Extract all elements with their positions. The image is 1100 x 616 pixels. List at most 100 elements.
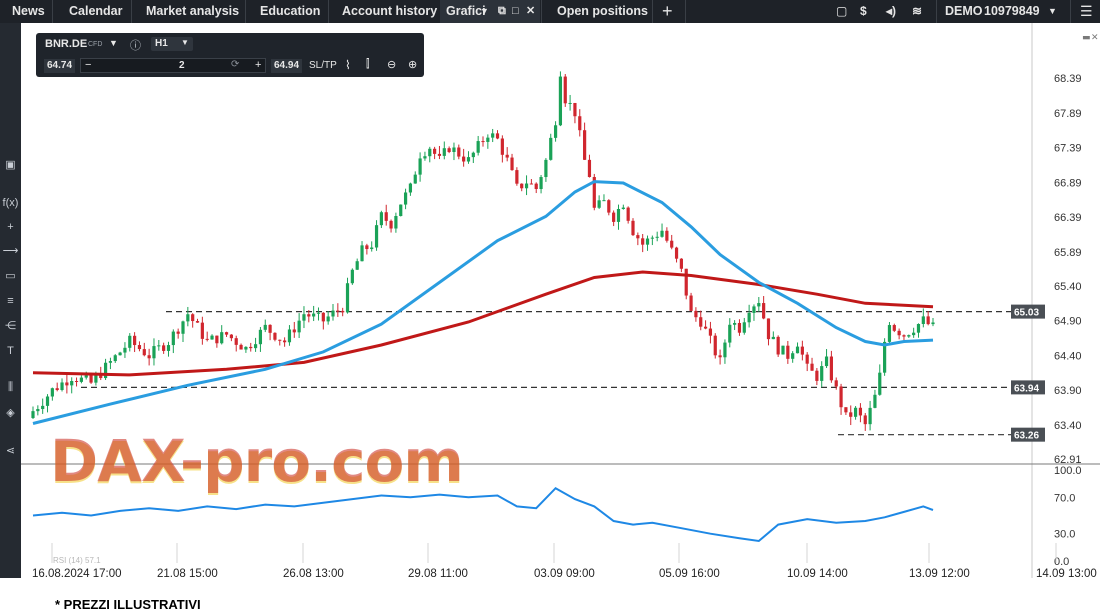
nav-divider bbox=[936, 0, 937, 23]
function-icon[interactable]: f(x) bbox=[2, 197, 19, 209]
candle-down bbox=[612, 212, 616, 222]
price-chart[interactable]: ▬ ✕ 65.03 63.94 63.26 68.39 67.89 67.39 66.89… bbox=[21, 23, 1100, 578]
close-icon[interactable]: ✕ bbox=[526, 5, 536, 17]
candle-up bbox=[887, 325, 892, 342]
candle-down bbox=[926, 316, 930, 325]
candle-down bbox=[433, 148, 437, 154]
zoom-out-icon[interactable]: ⊖ bbox=[387, 59, 397, 71]
candle-down bbox=[665, 230, 669, 241]
sell-price-button[interactable]: 64.74 bbox=[44, 59, 75, 73]
candle-down bbox=[500, 138, 504, 155]
candle-down bbox=[670, 240, 674, 248]
candle-down bbox=[607, 200, 611, 213]
candle-up bbox=[186, 314, 190, 322]
panel-icon[interactable]: ▣ bbox=[5, 159, 16, 171]
candle-down bbox=[224, 332, 229, 335]
line-tool-icon[interactable]: ⟶ bbox=[2, 245, 19, 257]
layers-icon[interactable]: ◈ bbox=[6, 407, 15, 419]
candle-down bbox=[863, 415, 867, 425]
increase-quantity-icon[interactable]: + bbox=[255, 59, 262, 71]
time-axis-tick: 03.09 09:00 bbox=[534, 568, 595, 578]
collapse-icon[interactable]: ▬ bbox=[1082, 33, 1091, 43]
timeframe-select[interactable]: H1 ▼ bbox=[151, 37, 193, 51]
ema-fast-line bbox=[32, 180, 934, 425]
close-panel-icon[interactable]: ✕ bbox=[1091, 33, 1099, 43]
nav-market-analysis[interactable]: Market analysis bbox=[146, 4, 240, 18]
decrease-quantity-icon[interactable]: − bbox=[85, 59, 92, 71]
candle-down bbox=[703, 326, 708, 329]
candle-up bbox=[45, 396, 50, 406]
detach-window-icon[interactable]: ⧉ bbox=[498, 5, 506, 17]
crosshair-icon[interactable]: + bbox=[7, 221, 14, 233]
candle-up bbox=[602, 200, 606, 202]
currency-icon[interactable]: $ bbox=[860, 4, 867, 18]
candle-down bbox=[892, 325, 896, 331]
candle-up bbox=[360, 245, 364, 262]
candle-down bbox=[510, 157, 514, 171]
candle-down bbox=[462, 156, 466, 162]
candle-down bbox=[713, 335, 717, 356]
candle-down bbox=[583, 130, 587, 160]
candle-up bbox=[258, 329, 263, 345]
candle-up bbox=[655, 236, 659, 238]
rsi-axis-tick: 0.0 bbox=[1054, 556, 1069, 568]
chevron-down-icon[interactable]: ▼ bbox=[480, 6, 489, 16]
candle-up bbox=[84, 375, 88, 378]
account-mode[interactable]: DEMO bbox=[945, 4, 983, 18]
quantity-value[interactable]: 2 bbox=[179, 60, 185, 71]
candle-up bbox=[921, 316, 925, 324]
info-icon[interactable]: ⓘ bbox=[130, 40, 141, 52]
candle-down bbox=[239, 344, 243, 350]
candle-up bbox=[108, 361, 113, 363]
price-axis-tick: 67.89 bbox=[1054, 108, 1082, 120]
candle-up bbox=[912, 332, 916, 336]
menu-icon[interactable]: ☰ bbox=[1080, 3, 1093, 19]
candle-down bbox=[762, 303, 766, 319]
candle-up bbox=[60, 382, 64, 391]
indicators-icon[interactable]: ⫼ bbox=[7, 381, 14, 393]
nav-divider bbox=[328, 0, 329, 23]
pitchfork-tool-icon[interactable]: ⋲ bbox=[5, 320, 16, 332]
maximize-icon[interactable]: □ bbox=[512, 5, 519, 17]
sltp-button[interactable]: SL/TP bbox=[309, 60, 337, 71]
nav-account-history[interactable]: Account history bbox=[342, 4, 438, 18]
volume-icon[interactable]: ◂) bbox=[886, 4, 897, 18]
nav-open-positions[interactable]: Open positions bbox=[557, 4, 648, 18]
buy-price-button[interactable]: 64.94 bbox=[271, 59, 302, 73]
candle-up bbox=[166, 345, 171, 351]
candle-down bbox=[137, 345, 142, 350]
account-chevron-icon[interactable]: ▼ bbox=[1048, 6, 1057, 16]
candle-up bbox=[379, 212, 383, 226]
tab-grafici[interactable]: Grafici ▼ ⧉ □ ✕ bbox=[440, 0, 540, 23]
candle-up bbox=[370, 247, 374, 250]
rectangle-tool-icon[interactable]: ▭ bbox=[5, 270, 16, 282]
add-tab-icon[interactable]: + bbox=[662, 1, 673, 21]
nav-education[interactable]: Education bbox=[260, 4, 321, 18]
candle-down bbox=[694, 310, 698, 318]
layout-icon[interactable]: ▢ bbox=[836, 4, 848, 18]
drawing-tools-sidebar: ▣ f(x) + ⟶ ▭ ≡ ⋲ T ⫼ ◈ ⋖ bbox=[0, 23, 21, 578]
symbol-name[interactable]: BNR.DE bbox=[45, 38, 88, 50]
candle-down bbox=[844, 407, 848, 413]
quantity-stepper[interactable]: − 2 ⟳ + bbox=[80, 58, 266, 73]
candle-up bbox=[181, 321, 185, 334]
candle-down bbox=[74, 381, 79, 383]
refresh-icon[interactable]: ⟳ bbox=[231, 59, 240, 70]
candle-down bbox=[839, 386, 843, 408]
candle-up bbox=[31, 411, 35, 418]
candle-down bbox=[307, 314, 311, 317]
line-chart-icon[interactable]: ⌇ bbox=[345, 58, 351, 72]
account-number[interactable]: 10979849 bbox=[984, 4, 1040, 18]
text-tool-icon[interactable]: T bbox=[7, 345, 14, 357]
nav-news[interactable]: News bbox=[12, 4, 45, 18]
candle-up bbox=[128, 335, 132, 348]
share-icon[interactable]: ⋖ bbox=[5, 445, 16, 457]
candle-up bbox=[36, 409, 40, 412]
nav-calendar[interactable]: Calendar bbox=[69, 4, 123, 18]
fibonacci-tool-icon[interactable]: ≡ bbox=[7, 295, 14, 307]
zoom-in-icon[interactable]: ⊕ bbox=[408, 59, 418, 71]
symbol-chevron-icon[interactable]: ▼ bbox=[109, 38, 118, 48]
candle-up bbox=[220, 332, 224, 344]
candles-icon[interactable]: ⫿ bbox=[366, 58, 370, 70]
candle-down bbox=[708, 328, 713, 336]
